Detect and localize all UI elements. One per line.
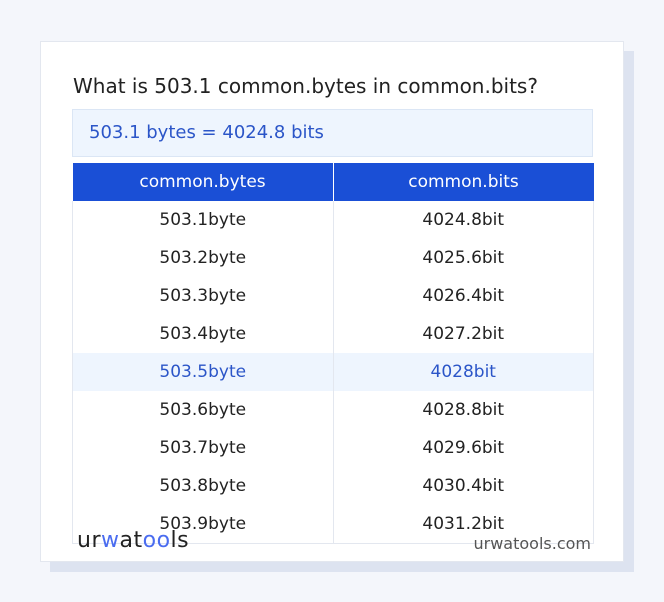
page-title: What is 503.1 common.bytes in common.bit… <box>73 74 538 98</box>
bytes-cell: 503.5byte <box>72 353 334 391</box>
bits-cell: 4030.4bit <box>332 467 594 505</box>
bits-cell: 4027.2bit <box>332 315 594 353</box>
conversion-result: 503.1 bytes = 4024.8 bits <box>72 109 593 157</box>
table-row: 503.3byte 4026.4bit <box>72 277 594 315</box>
bits-cell: 4024.8bit <box>332 201 594 239</box>
bits-cell: 4026.4bit <box>332 277 594 315</box>
urwatools-logo[interactable]: urwatools <box>77 528 190 553</box>
table-row: 503.4byte 4027.2bit <box>72 315 594 353</box>
column-header-bytes: common.bytes <box>72 163 333 201</box>
bits-cell: 4025.6bit <box>332 239 594 277</box>
bits-cell: 4028bit <box>332 353 594 391</box>
bytes-cell: 503.7byte <box>72 429 334 467</box>
conversion-table: common.bytes common.bits 503.1byte 4024.8… <box>72 163 594 544</box>
site-url[interactable]: urwatools.com <box>473 534 592 553</box>
table-row: 503.1byte 4024.8bit <box>72 201 594 239</box>
bits-cell: 4031.2bit <box>332 505 594 544</box>
bytes-cell: 503.1byte <box>72 201 334 239</box>
bytes-cell: 503.8byte <box>72 467 334 505</box>
bytes-cell: 503.3byte <box>72 277 334 315</box>
bits-cell: 4028.8bit <box>332 391 594 429</box>
column-header-bits: common.bits <box>332 163 594 201</box>
table-row: 503.2byte 4025.6bit <box>72 239 594 277</box>
table-row: 503.8byte 4030.4bit <box>72 467 594 505</box>
bytes-cell: 503.6byte <box>72 391 334 429</box>
converter-card: What is 503.1 common.bytes in common.bit… <box>40 41 624 562</box>
bytes-cell: 503.9byte <box>72 505 334 544</box>
bits-cell: 4029.6bit <box>332 429 594 467</box>
table-row: 503.6byte 4028.8bit <box>72 391 594 429</box>
bytes-cell: 503.4byte <box>72 315 334 353</box>
table-row: 503.7byte 4029.6bit <box>72 429 594 467</box>
bytes-cell: 503.2byte <box>72 239 334 277</box>
table-row: 503.5byte 4028bit <box>72 353 594 391</box>
table-row: 503.9byte 4031.2bit <box>72 505 594 544</box>
